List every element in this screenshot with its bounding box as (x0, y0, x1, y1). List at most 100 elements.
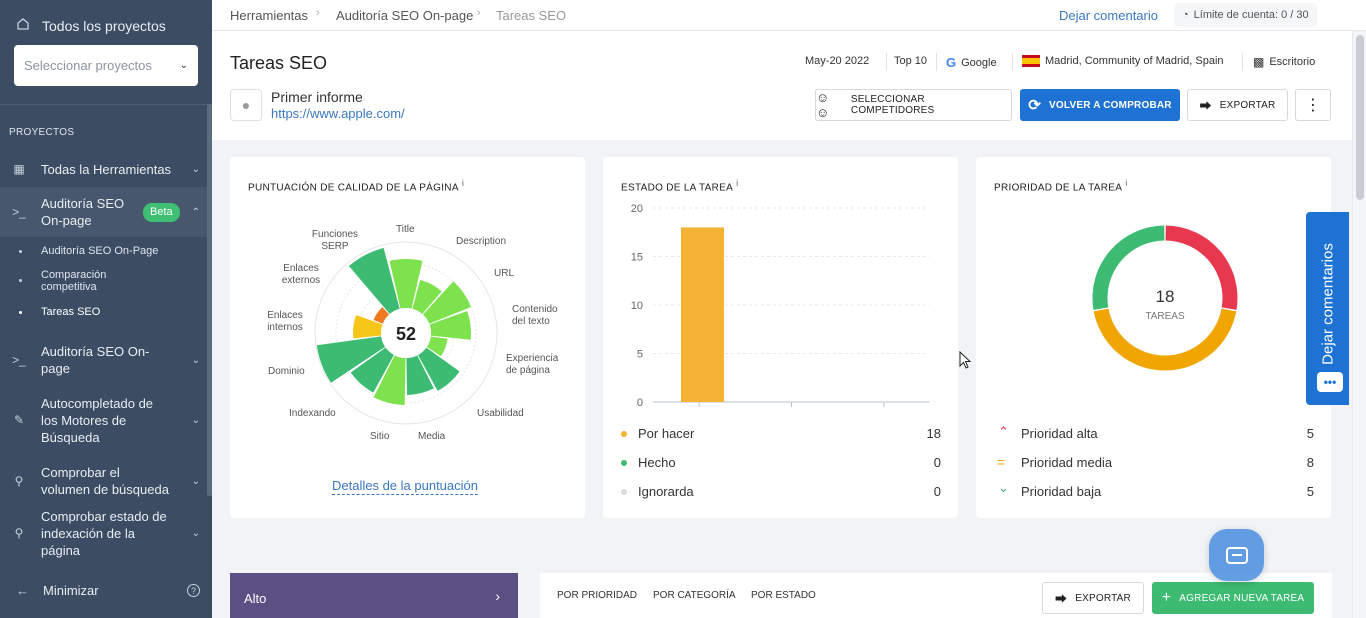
section-title: PROYECTOS (9, 127, 75, 138)
legend-label: Prioridad alta (1021, 426, 1098, 441)
radar-wedge (389, 259, 423, 309)
refresh-icon: ⟳ (1028, 97, 1042, 114)
report-date: May-20 2022 (805, 55, 869, 67)
kebab-menu-icon: ⋮ (1304, 97, 1322, 114)
page-title: Tareas SEO (230, 53, 328, 73)
scrollbar-thumb[interactable] (1356, 35, 1364, 200)
radar-label-internal-links: Enlaces internos (267, 310, 303, 333)
sidebar-item-seo-audit-2[interactable]: >_ Auditoría SEO On-page ⌄ (0, 343, 208, 377)
sidebar-item-label: Comprobar el volumen de búsqueda (41, 465, 169, 497)
y-tick-label: 20 (631, 203, 643, 215)
radar-label-usability: Usabilidad (477, 408, 524, 419)
tab-by-category[interactable]: POR CATEGORÍA (653, 590, 736, 601)
help-icon[interactable]: ? (187, 584, 200, 597)
bullet-icon (19, 279, 22, 282)
chat-button[interactable] (1209, 529, 1264, 581)
terminal-icon: >_ (12, 352, 26, 367)
main-scrollbar[interactable] (1352, 31, 1366, 618)
radar-label-external-links: Enlaces externos (281, 263, 321, 286)
radar-wedge (353, 315, 383, 339)
legend-value: 0 (933, 455, 941, 470)
project-select-placeholder: Seleccionar proyectos (24, 58, 152, 73)
radar-label-domain: Dominio (268, 366, 305, 377)
sidebar-item-seo-audit[interactable]: >_ Auditoría SEO On-page Beta ⌃ (0, 187, 208, 237)
sidebar-subitem-audit[interactable]: Auditoría SEO On-Page (41, 245, 159, 257)
sidebar-subitem-seo-tasks[interactable]: Tareas SEO (41, 306, 101, 318)
sidebar-item-label: Autocompletado de los Motores de Búsqued… (41, 396, 154, 445)
sidebar-item-search-volume[interactable]: ⚲ Comprobar el volumen de búsqueda ⌄ (0, 464, 208, 498)
mouse-cursor-icon (959, 351, 972, 369)
search-icon: ⚲ (14, 525, 24, 540)
top-range: Top 10 (894, 55, 927, 67)
radar-wedges (316, 247, 472, 405)
chevron-right-icon: › (477, 7, 481, 19)
task-status-title-label: ESTADO DE LA TAREA (621, 182, 734, 194)
project-url[interactable]: https://www.apple.com/ (271, 106, 405, 121)
account-limit: ◔ Límite de cuenta: 0 / 30 (1174, 3, 1317, 27)
page-header: Tareas SEO May-20 2022 Top 10 G Google M… (212, 31, 1352, 140)
radar-wedge (429, 311, 471, 340)
project-select[interactable]: Seleccionar proyectos ⌄ (14, 45, 198, 86)
radar-wedge (373, 355, 406, 405)
tab-by-priority[interactable]: POR PRIORIDAD (557, 590, 638, 601)
breadcrumb-tools[interactable]: Herramientas (230, 8, 309, 23)
radar-wedge (348, 247, 400, 314)
info-icon[interactable]: i (736, 178, 739, 188)
score-value: 52 (396, 324, 416, 344)
legend-label: Ignorarda (638, 484, 694, 499)
feedback-side-tab[interactable]: Dejar comentarios ••• (1306, 212, 1349, 405)
radar-label-indexing: Indexando (289, 408, 336, 419)
sidebar-scrollbar[interactable] (207, 104, 212, 496)
radar-wedge (422, 281, 472, 324)
radar-label-site: Sitio (370, 431, 390, 442)
donut-slice-1 (1093, 308, 1237, 371)
sidebar-item-label: Todas la Herramientas (41, 161, 172, 177)
leave-feedback-link[interactable]: Dejar comentario (1059, 8, 1158, 23)
sidebar-subitem-comparison[interactable]: Comparación competitiva (41, 269, 107, 293)
search-engine: G Google (946, 55, 997, 70)
breadcrumb-current: Tareas SEO (496, 8, 567, 23)
export-button[interactable]: ⮕ EXPORTAR (1187, 89, 1288, 121)
radar-wedge (412, 279, 442, 315)
bar-0 (681, 227, 724, 402)
radar-wedge (373, 307, 390, 324)
feedback-side-label: Dejar comentarios (1319, 243, 1336, 365)
info-icon[interactable]: i (461, 178, 465, 188)
info-icon[interactable]: i (1125, 178, 1128, 188)
task-priority-title-label: PRIORIDAD DE LA TAREA (994, 182, 1123, 194)
upload-icon: ⮕ (1055, 591, 1068, 606)
upload-icon: ⮕ (1199, 98, 1212, 113)
sidebar-divider (0, 104, 212, 105)
breadcrumb-audit[interactable]: Auditoría SEO On-page (336, 8, 474, 23)
chevron-down-icon: ⌄ (191, 475, 200, 487)
more-options-button[interactable]: ⋮ (1295, 89, 1331, 121)
export-label: EXPORTAR (1219, 99, 1276, 111)
radar-label-description: Description (456, 236, 507, 247)
all-projects-label: Todos los proyectos (42, 17, 166, 34)
group-header-high[interactable]: Alto › (230, 573, 518, 618)
all-projects-link[interactable]: Todos los proyectos (16, 17, 166, 34)
sidebar-item-indexation[interactable]: ⚲ Comprobar estado de indexación de la p… (0, 509, 208, 558)
add-task-button[interactable]: + AGREGAR NUEVA TAREA (1152, 582, 1314, 614)
desktop-icon: ▩ (1253, 55, 1265, 69)
sidebar-item-autocomplete[interactable]: ✎ Autocompletado de los Motores de Búsqu… (0, 395, 208, 446)
page-score-title-label: PUNTUACIÓN DE CALIDAD DE LA PÁGINA (248, 182, 459, 194)
export-tasks-button[interactable]: ⮕ EXPORTAR (1042, 582, 1144, 614)
add-task-label: AGREGAR NUEVA TAREA (1179, 592, 1305, 604)
radar-wedge (350, 347, 394, 393)
home-icon (16, 17, 30, 34)
score-details-link[interactable]: Detalles de la puntuación (332, 478, 478, 495)
sidebar: Todos los proyectos Seleccionar proyecto… (0, 0, 212, 618)
sidebar-item-label: Auditoría SEO On-page (41, 196, 125, 228)
chevron-up-icon: ⌃ (191, 206, 200, 218)
minimize-label: Minimizar (43, 583, 99, 598)
minimize-button[interactable]: ← Minimizar ? (16, 583, 200, 598)
recheck-button[interactable]: ⟳ VOLVER A COMPROBAR (1020, 89, 1180, 121)
chevron-down-icon: ⌄ (191, 527, 200, 539)
select-competitors-button[interactable]: ☺☺ SELECCIONAR COMPETIDORES (815, 89, 1012, 121)
bullet-icon (19, 311, 22, 314)
sidebar-item-all-tools[interactable]: ▦ Todas la Herramientas ⌄ (0, 159, 208, 179)
y-tick-label: 15 (631, 252, 643, 264)
export-tasks-label: EXPORTAR (1075, 592, 1131, 604)
tab-by-status[interactable]: POR ESTADO (751, 590, 816, 601)
